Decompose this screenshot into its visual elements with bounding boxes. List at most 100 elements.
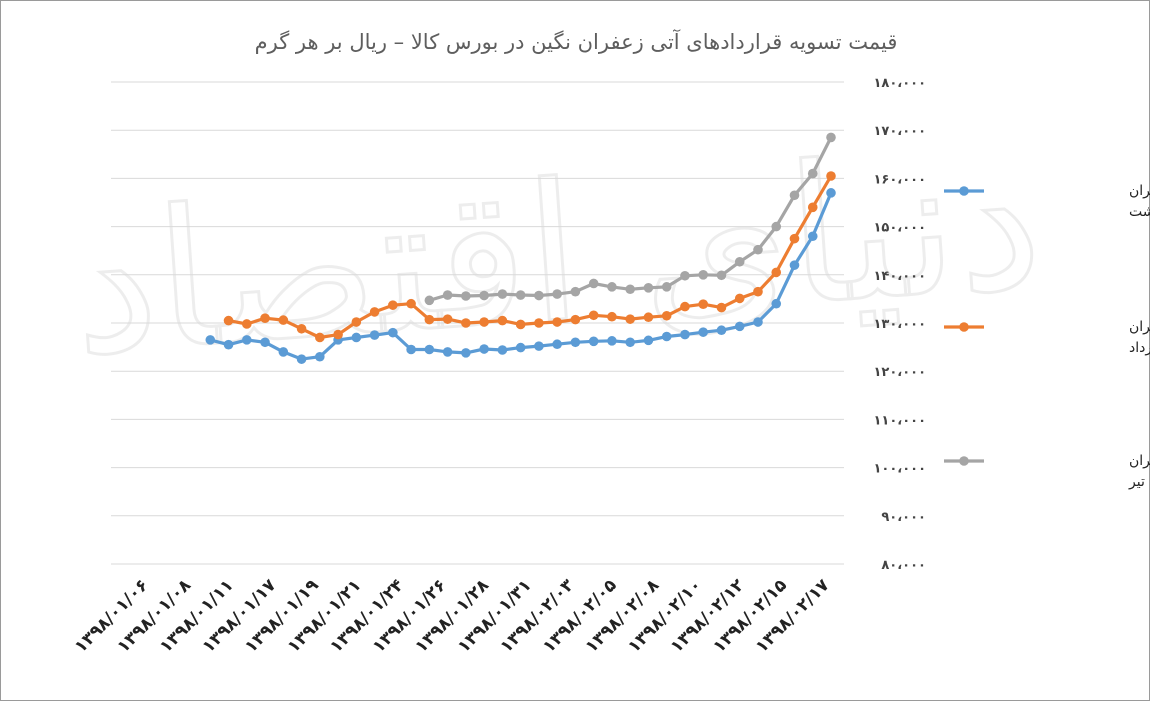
data-point bbox=[734, 256, 745, 267]
data-point bbox=[789, 190, 800, 201]
data-point bbox=[296, 323, 307, 334]
data-point bbox=[789, 260, 800, 270]
data-point bbox=[698, 299, 709, 310]
data-point bbox=[205, 335, 216, 345]
data-point bbox=[588, 278, 599, 289]
legend-marker bbox=[959, 456, 969, 466]
data-point bbox=[552, 339, 562, 350]
y-tick-label: ۱۲۰،۰۰۰ bbox=[873, 365, 926, 380]
legend-entry-0: قرارداد آتی زعفران نگین تحویل اردیبهشت bbox=[944, 182, 1150, 220]
data-point bbox=[789, 233, 800, 244]
data-point bbox=[625, 337, 635, 348]
legend-label: نگین تحویل اردیبهشت bbox=[1129, 203, 1150, 220]
y-tick-label: ۱۸۰،۰۰۰ bbox=[873, 76, 926, 91]
data-point bbox=[479, 317, 489, 327]
data-point bbox=[534, 341, 544, 351]
data-point bbox=[826, 132, 836, 143]
legend-marker bbox=[959, 186, 969, 196]
data-point bbox=[570, 337, 581, 348]
data-point bbox=[552, 317, 562, 327]
data-point bbox=[442, 290, 453, 300]
data-point bbox=[515, 319, 526, 330]
data-point bbox=[479, 344, 489, 354]
series-line bbox=[228, 175, 833, 340]
legend-label: قرارداد آتی زعفران bbox=[1129, 182, 1150, 199]
data-point bbox=[826, 171, 836, 181]
data-point bbox=[461, 291, 471, 301]
data-point bbox=[515, 290, 526, 300]
data-point bbox=[278, 347, 289, 357]
data-point bbox=[461, 318, 471, 328]
data-point bbox=[680, 270, 690, 281]
series-2 bbox=[424, 132, 836, 306]
data-point bbox=[442, 314, 453, 324]
watermark-text: دنیای اقتصاد bbox=[65, 110, 1048, 398]
watermark: دنیای اقتصاد bbox=[63, 108, 1049, 399]
data-point bbox=[716, 302, 727, 313]
y-tick-label: ۱۶۰،۰۰۰ bbox=[873, 172, 926, 187]
data-point bbox=[753, 286, 763, 297]
data-point bbox=[497, 345, 508, 355]
data-point bbox=[734, 293, 745, 304]
legend-label: نگین تحویل خرداد bbox=[1129, 339, 1150, 356]
data-point bbox=[333, 329, 343, 340]
data-point bbox=[680, 329, 690, 340]
data-point bbox=[570, 286, 581, 297]
data-point bbox=[807, 202, 818, 213]
data-point bbox=[388, 300, 398, 310]
data-point bbox=[515, 342, 526, 353]
data-point bbox=[716, 325, 727, 336]
data-point bbox=[826, 188, 836, 198]
data-point bbox=[570, 314, 581, 325]
data-point bbox=[661, 310, 672, 321]
data-point bbox=[260, 313, 270, 323]
data-point bbox=[753, 317, 763, 327]
data-point bbox=[607, 282, 617, 292]
data-point bbox=[680, 301, 690, 312]
data-point bbox=[607, 311, 617, 322]
data-point bbox=[698, 327, 709, 337]
data-point bbox=[351, 332, 362, 343]
data-point bbox=[588, 336, 599, 347]
data-point bbox=[643, 335, 654, 346]
data-point bbox=[625, 314, 635, 324]
data-point bbox=[497, 315, 508, 326]
data-point bbox=[534, 290, 544, 301]
data-point bbox=[771, 221, 782, 232]
data-point bbox=[260, 337, 270, 348]
y-tick-label: ۱۵۰،۰۰۰ bbox=[873, 221, 926, 236]
data-point bbox=[534, 318, 544, 328]
data-point bbox=[223, 339, 234, 350]
data-point bbox=[424, 295, 435, 306]
y-tick-label: ۱۰۰،۰۰۰ bbox=[873, 462, 926, 477]
data-point bbox=[369, 307, 380, 317]
data-point bbox=[607, 336, 617, 346]
data-point bbox=[315, 332, 325, 343]
legend-entry-2: قرارداد آتی زعفران نگین تحویل تیر bbox=[944, 452, 1150, 490]
data-point bbox=[807, 168, 818, 179]
y-tick-label: ۹۰،۰۰۰ bbox=[881, 510, 926, 525]
data-point bbox=[442, 347, 453, 357]
series-0 bbox=[205, 188, 836, 364]
data-point bbox=[424, 314, 435, 325]
data-point bbox=[643, 312, 654, 323]
data-point bbox=[315, 351, 325, 362]
data-point bbox=[369, 330, 380, 340]
data-point bbox=[625, 284, 635, 295]
y-tick-label: ۱۴۰،۰۰۰ bbox=[873, 269, 926, 284]
data-point bbox=[497, 289, 508, 299]
y-tick-label: ۸۰،۰۰۰ bbox=[881, 558, 926, 573]
series-lines bbox=[205, 132, 836, 364]
data-point bbox=[241, 335, 252, 345]
legend-label: قرارداد آتی زعفران bbox=[1129, 452, 1150, 469]
data-point bbox=[734, 321, 745, 332]
y-tick-label: ۱۷۰،۰۰۰ bbox=[873, 124, 926, 139]
legend-entry-1: قرارداد آتی زعفران نگین تحویل خرداد bbox=[944, 318, 1150, 356]
y-tick-label: ۱۳۰،۰۰۰ bbox=[873, 317, 926, 332]
data-point bbox=[241, 319, 252, 329]
legend-marker bbox=[959, 322, 969, 332]
data-point bbox=[698, 270, 709, 280]
data-point bbox=[552, 289, 562, 299]
data-point bbox=[406, 344, 416, 355]
